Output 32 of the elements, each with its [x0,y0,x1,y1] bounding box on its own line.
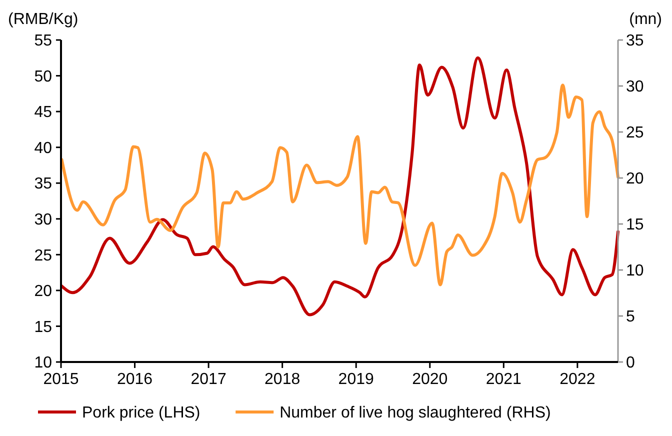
y2-tick-label: 35 [626,32,644,50]
x-tick-label: 2015 [43,371,79,388]
y-tick-label: 35 [34,176,52,193]
x-tick-label: 2021 [486,371,522,388]
y-tick-label: 15 [34,318,52,336]
legend-label: Pork price (LHS) [82,404,200,422]
line-series [60,84,620,286]
y-axis-title: (RMB/Kg) [8,11,78,28]
legend-label: Number of live hog slaughtered (RHS) [280,404,551,422]
y2-tick-label: 30 [626,78,644,96]
y2-axis-title: (mn) [629,11,662,28]
y-tick-label: 20 [34,283,52,300]
y-tick-label: 30 [34,211,52,228]
y2-tick-label: 20 [626,170,644,188]
y-tick-label: 40 [34,140,52,157]
x-tick-label: 2016 [116,371,153,388]
y2-tick-label: 5 [626,308,635,326]
line-series [60,56,620,316]
x-tick-label: 2020 [412,371,448,388]
x-tick-label: 2017 [190,371,226,388]
x-tick-label: 2019 [338,371,374,388]
y2-tick-label: 15 [626,216,644,234]
y-tick-label: 55 [34,32,52,50]
y-tick-label: 50 [34,68,52,86]
y-tick-label: 10 [34,354,52,372]
y2-tick-label: 25 [626,124,644,142]
x-tick-label: 2022 [560,371,596,388]
y2-tick-label: 0 [626,354,635,372]
y2-tick-label: 10 [626,262,644,280]
x-tick-label: 2018 [264,371,300,388]
y-tick-label: 45 [34,104,52,122]
y-tick-label: 25 [34,247,52,264]
